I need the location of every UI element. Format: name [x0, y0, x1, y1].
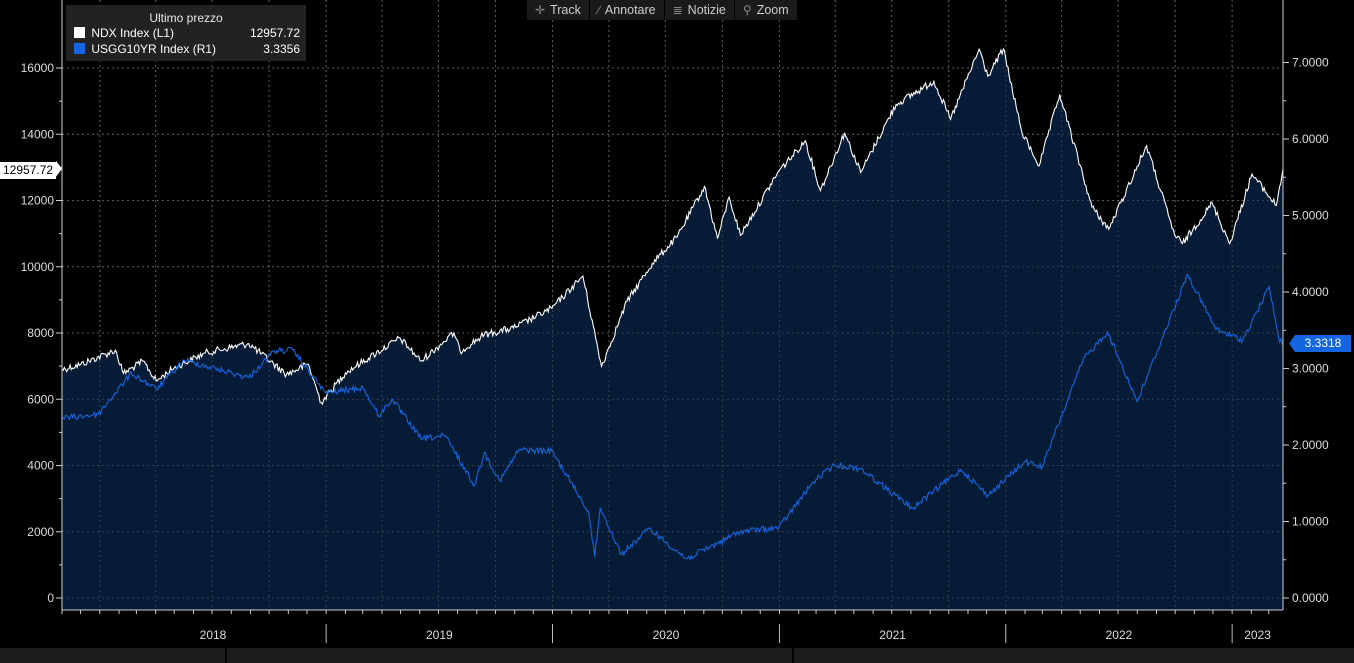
right-axis-tick-label: 0.0000 — [1292, 591, 1329, 605]
magnifier-icon: ⚲ — [742, 3, 752, 17]
news-label: Notizie — [687, 3, 726, 17]
right-axis-tick-label: 5.0000 — [1292, 209, 1329, 223]
zoom-button[interactable]: ⚲ Zoom — [735, 0, 798, 20]
bottom-bar-divider — [225, 648, 227, 663]
x-axis-year-label: 2022 — [1106, 628, 1133, 642]
yield-last-price-tag: 3.3318 — [1295, 335, 1351, 352]
left-axis-tick-label: 12000 — [21, 194, 55, 208]
right-axis-tick-label: 3.0000 — [1292, 362, 1329, 376]
legend-entry-usgg10yr[interactable]: USGG10YR Index (R1) 3.3356 — [66, 41, 306, 57]
yield-tag-pointer — [1289, 335, 1295, 352]
ndx-last-price-tag: 12957.72 — [0, 162, 57, 179]
legend-swatch-usgg10yr — [74, 43, 85, 54]
legend-series-name: NDX Index (L1) — [91, 26, 175, 40]
chart-legend: Ultimo prezzo NDX Index (L1) 12957.72 US… — [66, 5, 306, 61]
right-axis-tick-label: 7.0000 — [1292, 56, 1329, 70]
x-axis-year-label: 2018 — [200, 628, 227, 642]
news-list-icon: ≣ — [672, 3, 683, 17]
left-axis-tick-label: 0 — [47, 591, 54, 605]
crosshair-icon: ✛ — [535, 3, 546, 17]
zoom-label: Zoom — [756, 3, 789, 17]
legend-series-name: USGG10YR Index (R1) — [91, 42, 217, 56]
legend-title: Ultimo prezzo — [149, 11, 223, 25]
news-button[interactable]: ≣ Notizie — [665, 0, 735, 20]
legend-entry-ndx[interactable]: NDX Index (L1) 12957.72 — [66, 25, 306, 41]
left-axis-tick-label: 16000 — [21, 61, 55, 75]
legend-series-value: 12957.72 — [249, 26, 300, 40]
left-axis-tick-label: 6000 — [27, 392, 54, 406]
ndx-area — [62, 49, 1283, 610]
left-axis-tick-label: 2000 — [27, 525, 54, 539]
legend-series-value: 3.3356 — [263, 42, 300, 56]
left-axis-tick-label: 10000 — [21, 260, 55, 274]
annotate-button[interactable]: ∕ Annotare — [590, 0, 665, 20]
x-axis-year-label: 2020 — [653, 628, 680, 642]
x-axis-year-label: 2023 — [1244, 628, 1271, 642]
legend-swatch-ndx — [74, 27, 85, 38]
right-axis-tick-label: 4.0000 — [1292, 285, 1329, 299]
x-axis-year-label: 2021 — [879, 628, 906, 642]
track-label: Track — [550, 3, 581, 17]
left-axis-tick-label: 4000 — [27, 459, 54, 473]
left-axis-tick-label: 8000 — [27, 326, 54, 340]
right-axis-tick-label: 2.0000 — [1292, 438, 1329, 452]
bottom-scroll-bar[interactable] — [0, 648, 1354, 663]
x-axis-year-label: 2019 — [426, 628, 453, 642]
grid-overlay — [62, 0, 1283, 610]
right-axis-tick-label: 1.0000 — [1292, 515, 1329, 529]
chart-toolbar: ✛ Track ∕ Annotare ≣ Notizie ⚲ Zoom — [527, 0, 798, 20]
left-axis-tick-label: 14000 — [21, 127, 55, 141]
track-button[interactable]: ✛ Track — [527, 0, 590, 20]
annotate-label: Annotare — [604, 3, 656, 17]
bottom-bar-divider — [792, 648, 794, 663]
usgg10yr-series-line — [61, 273, 1284, 561]
pencil-icon: ∕ — [597, 3, 600, 17]
ndx-series-line — [61, 47, 1284, 406]
right-axis-tick-label: 6.0000 — [1292, 132, 1329, 146]
ndx-tag-pointer — [56, 160, 62, 177]
